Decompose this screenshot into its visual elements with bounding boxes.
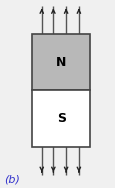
- Bar: [32, 90, 90, 147]
- Text: N: N: [56, 55, 66, 69]
- Text: S: S: [56, 112, 65, 125]
- Bar: [32, 34, 90, 90]
- Text: (b): (b): [5, 174, 20, 184]
